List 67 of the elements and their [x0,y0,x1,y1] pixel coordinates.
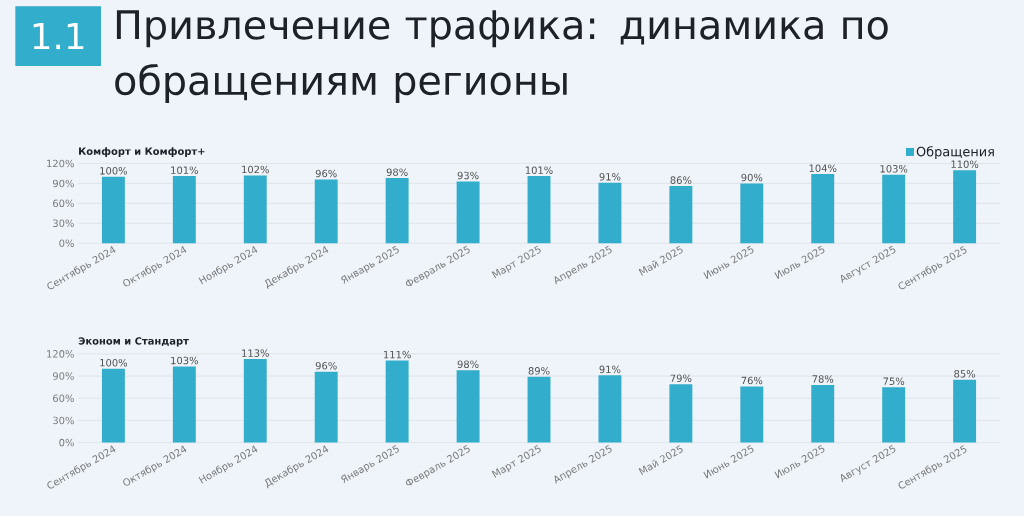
bar [385,177,409,244]
bar [101,176,125,244]
bar [953,379,977,443]
bar [811,173,835,244]
data-label: 96% [315,361,337,370]
chart-title: Комфорт и Комфорт+ [79,147,205,157]
data-label: 101% [171,166,198,174]
data-label: 110% [951,160,979,168]
chart-title: Эконом и Стандарт [78,336,189,347]
data-label: 103% [880,164,908,173]
bar [598,375,622,443]
data-label: 100% [100,358,128,367]
data-label: 98% [457,360,479,368]
legend-label: Обращения [916,146,994,159]
bar [811,384,835,443]
y-tick-label: 120% [47,159,74,168]
y-tick-label: 90% [52,179,74,187]
data-label: 79% [670,374,692,382]
bar [456,181,480,244]
bar [740,183,764,244]
y-tick-label: 120% [47,349,74,358]
data-label: 96% [315,169,337,178]
data-label: 98% [386,168,408,176]
data-label: 78% [812,375,834,383]
bar [527,175,551,244]
data-label: 104% [809,164,837,172]
y-tick-label: 30% [53,219,74,227]
data-label: 91% [599,172,621,181]
bar [172,175,196,244]
bar [243,175,267,244]
y-tick-label: 0% [59,438,74,447]
bar [598,182,622,244]
data-label: 91% [599,365,621,373]
data-label: 111% [384,350,411,359]
bar [740,386,764,443]
y-tick-label: 60% [53,199,74,207]
data-label: 103% [171,356,198,365]
data-label: 75% [883,377,905,385]
data-label: 85% [954,369,976,378]
bar [882,386,906,443]
data-label: 113% [242,349,269,357]
bar [101,368,125,443]
bar [172,366,196,443]
bar [953,169,977,244]
data-label: 100% [100,166,128,175]
bar [314,179,338,244]
y-tick-label: 90% [52,372,74,380]
data-label: 90% [741,173,763,182]
bar [669,384,693,443]
bar [669,185,693,244]
data-label: 93% [457,171,479,180]
bar [243,358,267,443]
y-tick-label: 0% [59,239,74,247]
y-tick-label: 30% [53,416,74,424]
bar [882,174,906,244]
bar [527,376,551,443]
data-label: 86% [670,176,692,184]
text: 1.1 [33,22,84,49]
y-tick-label: 60% [53,394,74,402]
bar [385,360,409,443]
data-label: 101% [525,166,553,174]
bar [456,369,480,443]
data-label: 76% [741,376,763,385]
text: Привлечение трафика: динамика по обращениям регионы [115,9,888,103]
data-label: 89% [528,366,550,375]
data-label: 102% [242,165,269,174]
bar [314,371,338,443]
